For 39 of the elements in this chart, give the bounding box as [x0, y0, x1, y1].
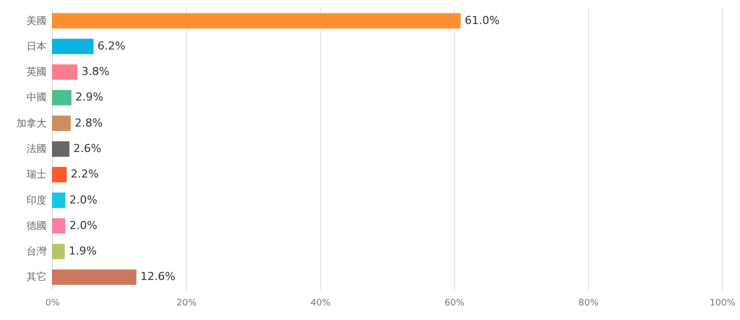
y-tick-label: 中國 — [26, 92, 46, 104]
data-label: 61.0% — [464, 14, 500, 27]
y-tick-label: 德國 — [26, 220, 46, 232]
bar — [52, 64, 78, 80]
bar — [52, 244, 65, 260]
data-label: 3.8% — [81, 65, 110, 78]
bar — [52, 38, 94, 54]
data-label: 12.6% — [140, 270, 176, 284]
data-label: 2.2% — [70, 168, 99, 181]
x-tick-label: 100% — [710, 298, 736, 308]
data-label: 6.2% — [98, 39, 126, 52]
data-label: 2.0% — [69, 218, 98, 232]
y-tick-label: 印度 — [26, 194, 46, 206]
bar — [52, 166, 67, 182]
bar — [52, 192, 66, 208]
x-tick-label: 60% — [444, 298, 465, 308]
y-tick-label: 台灣 — [26, 246, 46, 258]
y-tick-label: 加拿大 — [16, 117, 46, 130]
y-tick-label: 法國 — [26, 143, 46, 155]
bar — [52, 218, 66, 234]
bar — [52, 90, 72, 106]
y-tick-label: 日本 — [26, 40, 46, 52]
data-label: 2.8% — [74, 116, 103, 130]
x-tick-label: 40% — [310, 298, 331, 308]
bar — [52, 141, 70, 157]
y-tick-label: 美國 — [26, 14, 46, 27]
bar — [52, 116, 71, 132]
y-tick-label: 其它 — [26, 271, 46, 284]
x-tick-label: 20% — [176, 298, 197, 308]
y-tick-label: 瑞士 — [26, 168, 46, 181]
bar — [52, 269, 136, 285]
x-tick-label: 0% — [45, 298, 60, 308]
x-tick-label: 80% — [578, 298, 599, 308]
y-tick-label: 英國 — [26, 66, 46, 78]
bar — [52, 13, 461, 29]
data-label: 2.0% — [69, 193, 98, 206]
data-label: 1.9% — [68, 244, 97, 258]
data-label: 2.9% — [75, 90, 104, 104]
data-label: 2.6% — [73, 142, 102, 155]
